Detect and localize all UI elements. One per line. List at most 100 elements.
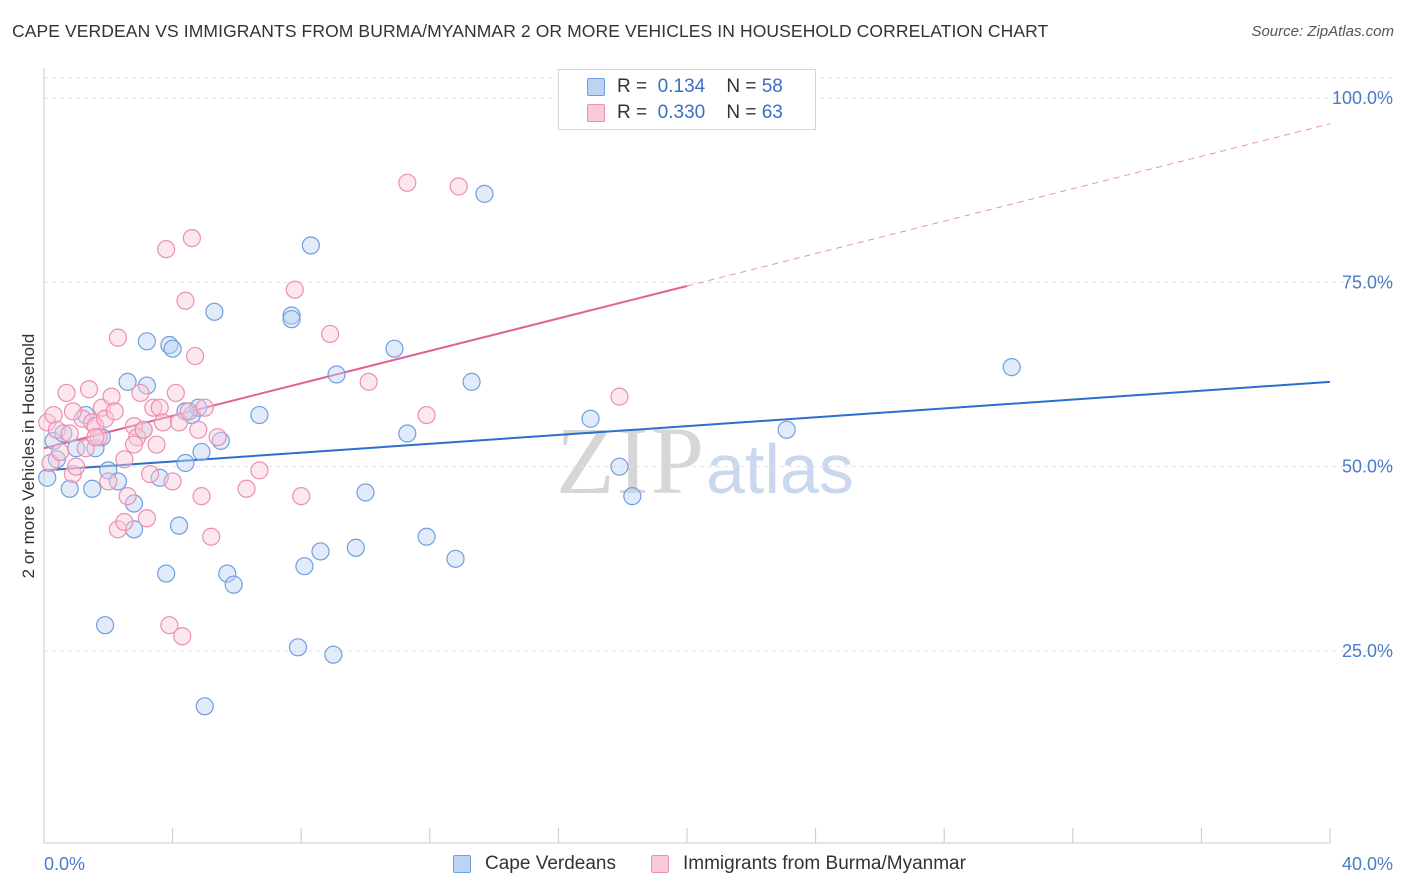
- n-value-cape-verdeans: 58: [761, 76, 783, 97]
- burma-point: [105, 402, 124, 421]
- trend-lines: [43, 123, 1331, 472]
- r-label: R =: [617, 76, 648, 97]
- burma-point: [153, 413, 173, 432]
- burma-point: [115, 512, 134, 532]
- cape-verdean-point: [218, 564, 237, 583]
- cape-verdean-point: [195, 697, 214, 716]
- burma-point: [57, 383, 76, 403]
- cape-verdean-trend-line: [43, 380, 1331, 472]
- legend-item-burma[interactable]: Immigrants from Burma/Myanmar: [651, 852, 966, 876]
- burma-point: [208, 428, 227, 447]
- burma-point: [115, 450, 134, 469]
- burma-point: [610, 387, 629, 406]
- cape-verdean-point: [163, 339, 182, 358]
- y-tick-label: 75.0%: [1342, 272, 1393, 292]
- cape-verdean-point: [295, 557, 314, 576]
- burma-point: [140, 464, 160, 484]
- burma-point: [179, 402, 198, 421]
- burma-point: [44, 405, 63, 425]
- burma-point: [67, 457, 86, 476]
- burma-point: [38, 413, 57, 432]
- cape-verdean-point: [610, 457, 629, 476]
- burma-point: [108, 520, 128, 539]
- y-tick-label: 25.0%: [1342, 641, 1393, 661]
- cape-verdean-point: [385, 339, 404, 358]
- cape-verdean-point: [137, 332, 156, 351]
- burma-point: [79, 380, 99, 399]
- burma-trend-line-extension: [686, 123, 1331, 287]
- cape-verdean-point: [301, 236, 320, 255]
- n-label: N =: [726, 76, 757, 97]
- cape-verdean-point: [137, 376, 156, 395]
- burma-point: [124, 417, 144, 436]
- r-label: R =: [617, 102, 648, 123]
- cape-verdeans-legend-label: Cape Verdeans: [485, 853, 616, 874]
- cape-verdean-point: [124, 520, 144, 539]
- burma-point: [131, 383, 150, 403]
- cape-verdean-point: [462, 372, 481, 391]
- tick-labels: 25.0% 50.0% 75.0% 100.0% 0.0% 40.0%: [44, 88, 1393, 874]
- burma-point: [150, 398, 169, 417]
- source-label: Source: ZipAtlas.com: [1251, 23, 1394, 40]
- cape-verdean-point: [446, 549, 465, 568]
- grid-lines: [44, 77, 1392, 652]
- chart-title: CAPE VERDEAN VS IMMIGRANTS FROM BURMA/MY…: [12, 21, 1049, 41]
- y-tick-label: 100.0%: [1332, 88, 1393, 108]
- burma-legend-label: Immigrants from Burma/Myanmar: [683, 853, 966, 874]
- burma-point: [182, 228, 201, 248]
- n-label: N =: [726, 102, 757, 123]
- burma-trend-line: [43, 285, 688, 450]
- burma-swatch: [587, 104, 605, 122]
- burma-point: [50, 442, 70, 462]
- legend-item-cape-verdeans[interactable]: Cape Verdeans: [453, 852, 616, 876]
- cape-verdean-point: [1002, 358, 1021, 377]
- burma-point: [102, 387, 121, 406]
- burma-point: [321, 324, 340, 344]
- burma-point: [417, 405, 436, 425]
- burma-point: [147, 435, 166, 454]
- cape-verdean-point: [250, 405, 269, 425]
- cape-verdean-point: [398, 424, 417, 443]
- burma-point: [195, 398, 214, 417]
- cape-verdean-point: [623, 487, 642, 506]
- burma-point: [176, 291, 195, 310]
- burma-point: [108, 328, 128, 347]
- burma-point: [166, 383, 185, 403]
- cape-verdean-point: [311, 542, 330, 561]
- cape-verdean-point: [83, 479, 102, 498]
- burma-point: [173, 627, 192, 646]
- cape-verdean-point: [44, 431, 63, 450]
- burma-point: [237, 479, 256, 498]
- burma-point: [95, 409, 115, 428]
- cape-verdean-point: [777, 420, 796, 439]
- burma-point: [118, 487, 137, 506]
- cape-verdean-point: [475, 184, 494, 203]
- burma-point: [186, 346, 205, 366]
- burma-point: [124, 435, 144, 454]
- stats-legend: R = 0.134 N = 58 R = 0.330 N = 63: [558, 69, 816, 130]
- n-value-burma: 63: [761, 102, 783, 123]
- burma-point: [99, 472, 118, 491]
- burma-point: [163, 472, 182, 491]
- cape-verdeans-legend-swatch: [453, 855, 471, 873]
- stats-legend-row-burma: R = 0.330 N = 63: [587, 101, 783, 125]
- cape-verdean-point: [60, 479, 79, 498]
- burma-point: [86, 428, 105, 447]
- watermark-zip: ZIP: [556, 407, 706, 514]
- cape-verdean-point: [224, 575, 243, 594]
- cape-verdean-point: [288, 638, 308, 657]
- cape-verdean-point: [327, 365, 346, 384]
- cape-verdean-point: [38, 468, 57, 487]
- axes: [43, 68, 1331, 844]
- x-tick-label-max: 40.0%: [1342, 854, 1393, 874]
- cape-verdean-point: [581, 409, 600, 428]
- cape-verdean-point: [417, 527, 436, 546]
- burma-point: [137, 509, 156, 528]
- cape-verdeans-swatch: [587, 78, 605, 96]
- cape-verdean-point: [95, 616, 115, 635]
- data-points: [38, 173, 1021, 716]
- burma-point: [292, 487, 311, 506]
- burma-point: [250, 461, 269, 480]
- cape-verdean-point: [324, 645, 343, 664]
- burma-point: [60, 424, 79, 443]
